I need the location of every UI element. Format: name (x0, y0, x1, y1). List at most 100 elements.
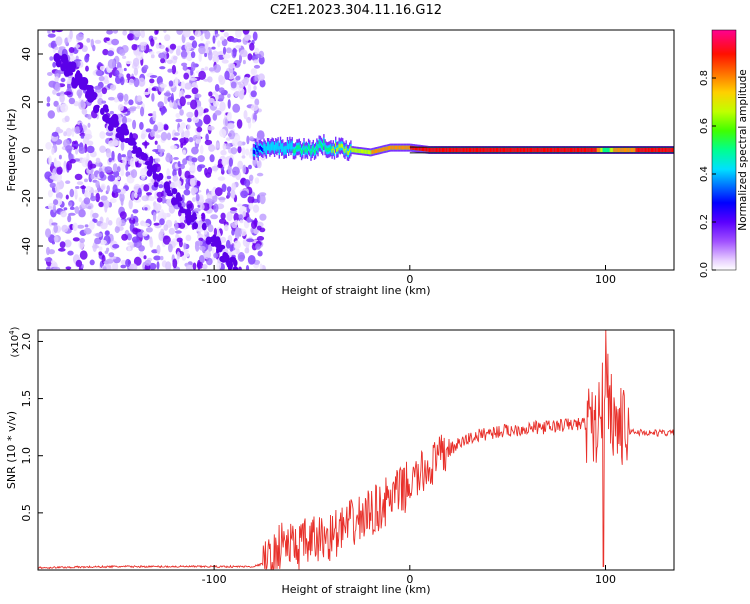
ridge-core (268, 144, 270, 149)
ridge-core (369, 150, 371, 155)
ridge-core (365, 149, 367, 154)
noise-blob (192, 197, 196, 202)
noise-blob (87, 114, 92, 120)
noise-blob (226, 112, 232, 122)
streak-blob (71, 76, 76, 86)
noise-blob (129, 146, 133, 151)
y-tick-label: 20 (20, 95, 33, 109)
ridge-core (662, 148, 664, 152)
noise-blob (250, 90, 257, 98)
streak-blob (84, 84, 92, 90)
noise-blob (97, 97, 104, 106)
ridge-core (594, 148, 596, 152)
ridge-core (506, 148, 508, 152)
snr-y-label: SNR (10 * v/v) (5, 411, 18, 489)
ridge-core (664, 148, 667, 152)
noise-blob (176, 237, 183, 243)
noise-blob (51, 131, 59, 137)
noise-blob (110, 84, 117, 91)
ridge-core (635, 148, 637, 152)
noise-blob (207, 224, 214, 233)
ridge-core (560, 148, 562, 152)
ridge-core (378, 148, 380, 153)
noise-blob (213, 252, 219, 259)
noise-blob (54, 82, 61, 92)
ridge-core (448, 148, 451, 152)
noise-blob (239, 219, 244, 224)
noise-blob (184, 94, 192, 99)
noise-blob (124, 79, 128, 83)
ridge-core (615, 148, 617, 152)
ridge-core (337, 147, 339, 152)
ridge-core (450, 148, 452, 152)
ridge-core (554, 148, 556, 152)
noise-blob (175, 233, 180, 240)
noise-blob (227, 99, 231, 109)
noise-blob (122, 30, 128, 36)
ridge-core (446, 148, 448, 152)
noise-blob (214, 84, 220, 92)
noise-blob (136, 95, 142, 103)
noise-blob (153, 255, 161, 261)
ridge-core (263, 144, 265, 149)
ridge-core (310, 150, 312, 155)
ridge-core (671, 148, 674, 152)
noise-blob (230, 189, 236, 199)
noise-blob (65, 194, 69, 200)
noise-blob (137, 52, 141, 56)
ridge-core (362, 149, 364, 154)
noise-blob (254, 47, 260, 56)
noise-blob (225, 47, 232, 54)
noise-blob (254, 177, 260, 184)
noise-blob (233, 240, 241, 250)
ridge-core (575, 148, 578, 152)
noise-blob (213, 91, 217, 95)
ridge-core (595, 148, 597, 152)
ridge-core (629, 148, 632, 152)
noise-blob (120, 168, 125, 177)
noise-blob (194, 109, 199, 118)
noise-blob (107, 59, 116, 69)
ridge-core (494, 148, 496, 152)
noise-blob (194, 93, 202, 99)
ridge-core (528, 148, 531, 152)
noise-blob (205, 48, 209, 54)
ridge-core (340, 143, 343, 148)
noise-blob (184, 253, 190, 257)
noise-blob (55, 36, 63, 46)
ridge-core (364, 149, 366, 154)
ridge-core (507, 148, 509, 152)
ridge-core (320, 143, 323, 148)
noise-blob (211, 165, 219, 171)
ridge-core (385, 146, 387, 151)
ridge-core (455, 148, 458, 152)
ridge-core (467, 148, 469, 152)
noise-blob (102, 266, 107, 270)
noise-blob (111, 38, 119, 46)
noise-blob (55, 126, 61, 133)
noise-blob (258, 55, 265, 65)
y-tick-label: 1.5 (20, 390, 33, 408)
ridge-core (555, 148, 558, 152)
ridge-core (326, 148, 329, 153)
noise-blob (54, 76, 59, 83)
noise-blob (98, 246, 103, 251)
noise-blob (228, 157, 233, 167)
ridge-core (642, 148, 644, 152)
noise-blob (67, 250, 74, 256)
noise-blob (200, 34, 204, 42)
ridge-core (451, 148, 453, 152)
ridge-core (643, 148, 646, 152)
noise-blob (225, 239, 231, 249)
ridge-core (640, 148, 642, 152)
noise-blob (208, 67, 215, 72)
noise-blob (190, 51, 196, 59)
noise-blob (183, 242, 187, 250)
noise-blob (197, 155, 205, 163)
noise-blob (100, 222, 108, 230)
noise-blob (204, 30, 211, 40)
noise-blob (205, 133, 209, 142)
ridge-core (650, 148, 653, 152)
ridge-core (410, 145, 412, 150)
ridge-core (277, 143, 279, 148)
